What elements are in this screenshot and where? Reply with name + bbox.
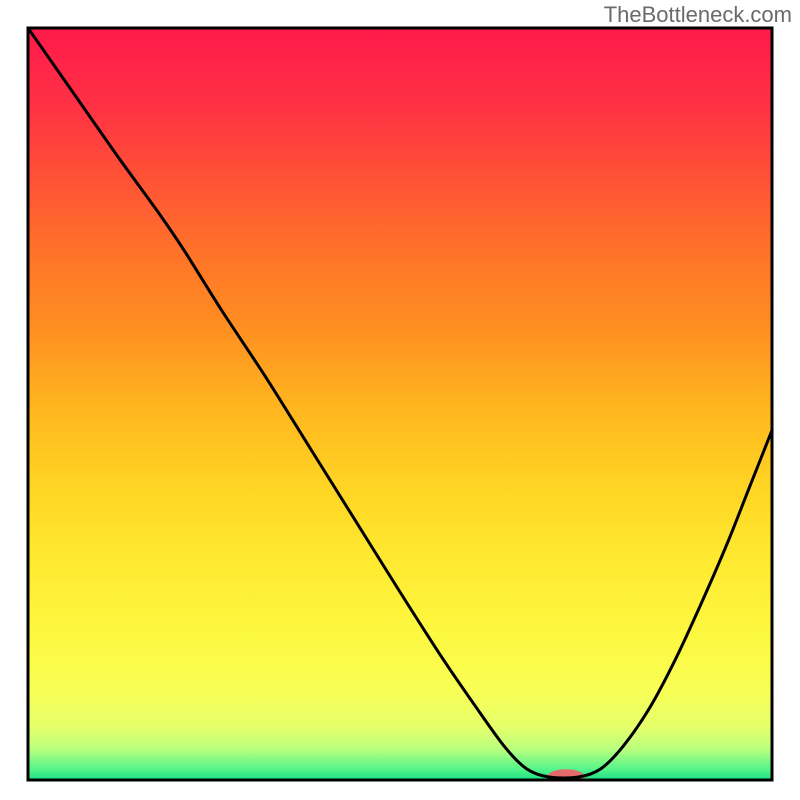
plot-area [28,28,772,783]
bottleneck-chart: TheBottleneck.com [0,0,800,800]
chart-svg: TheBottleneck.com [0,0,800,800]
gradient-background [28,28,772,780]
watermark-text: TheBottleneck.com [604,2,792,27]
